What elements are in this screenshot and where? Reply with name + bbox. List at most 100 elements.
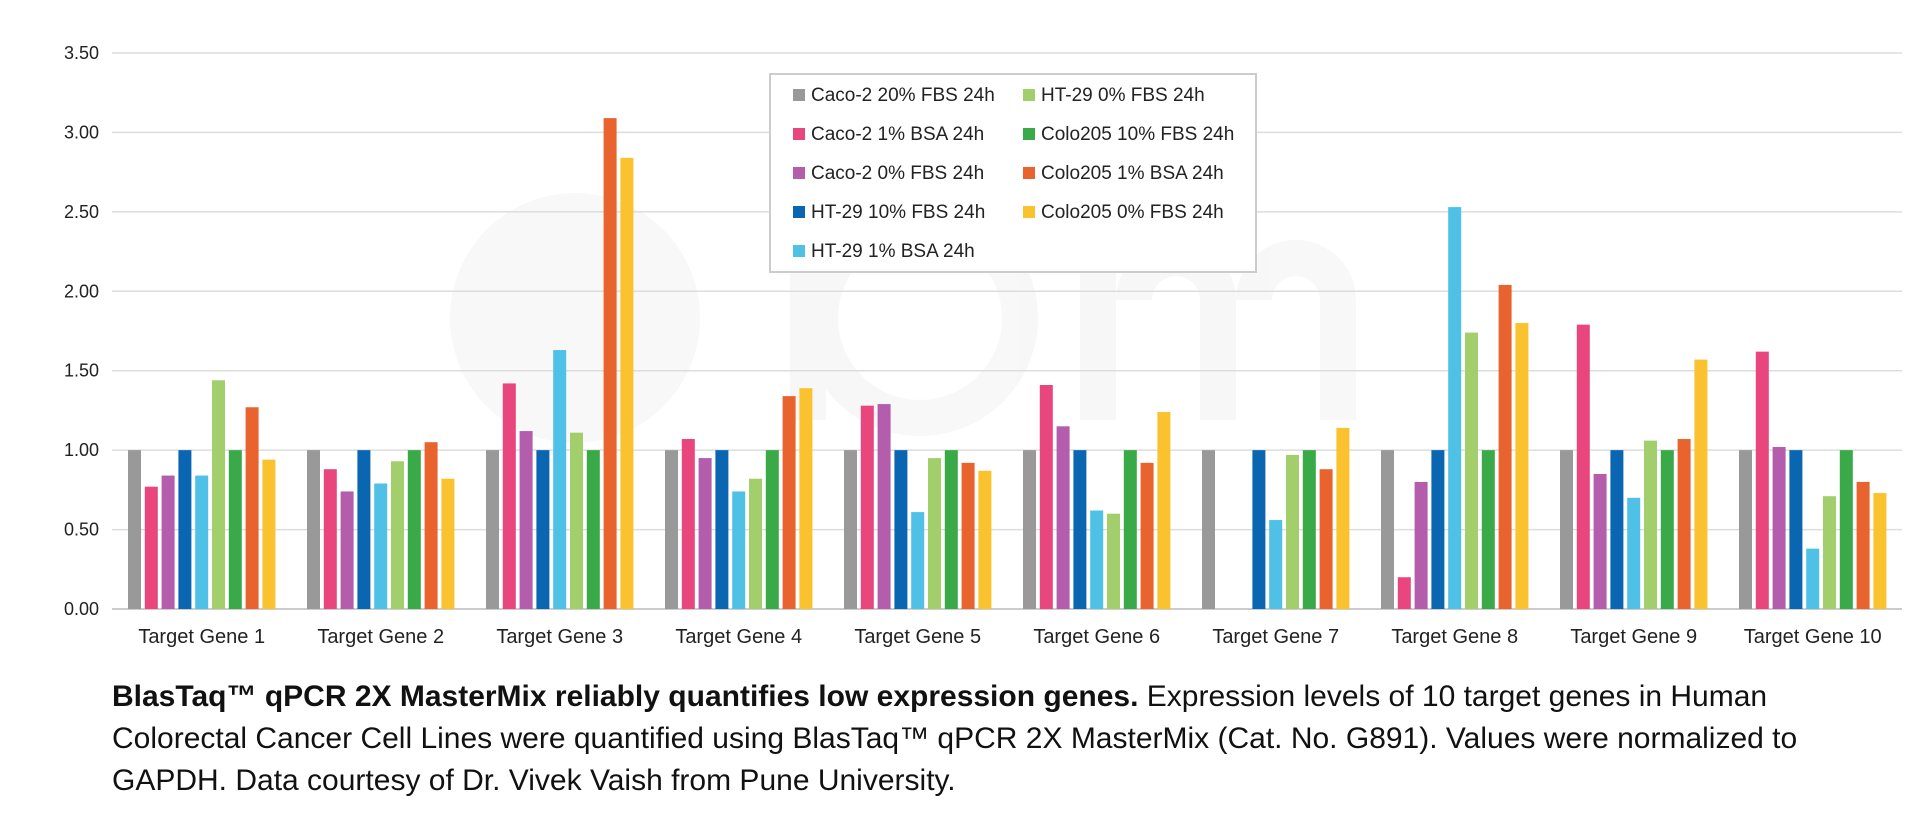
bar — [1498, 284, 1512, 609]
bar — [1202, 450, 1215, 609]
x-tick-label: Target Gene 8 — [1391, 626, 1518, 648]
bar — [307, 450, 320, 609]
bar — [1039, 385, 1053, 609]
legend-label: HT-29 0% FBS 24h — [1041, 85, 1205, 106]
legend-label: Colo205 10% FBS 24h — [1041, 124, 1234, 145]
bar — [536, 450, 550, 609]
bar — [144, 486, 158, 609]
bar — [1839, 450, 1853, 609]
bar — [765, 450, 779, 609]
bar — [340, 491, 354, 609]
bar — [1610, 450, 1624, 609]
bar — [245, 407, 259, 609]
caption-bold: BlasTaq™ qPCR 2X MasterMix reliably quan… — [112, 680, 1139, 713]
y-tick-label: 0.00 — [64, 599, 99, 619]
bar — [1073, 450, 1087, 609]
bar — [1252, 450, 1266, 609]
legend-swatch — [793, 128, 805, 140]
bar — [1302, 450, 1316, 609]
legend-items: Caco-2 20% FBS 24h Caco-2 1% BSA 24h Caco-… — [793, 85, 1234, 262]
bar — [586, 450, 600, 609]
legend-swatch — [1023, 206, 1035, 218]
bar — [978, 470, 992, 609]
bar — [1431, 450, 1445, 609]
bar — [391, 461, 404, 609]
bar — [570, 432, 583, 609]
bar — [441, 478, 455, 609]
bar — [195, 475, 209, 609]
bar — [782, 396, 796, 609]
bar — [1772, 446, 1786, 609]
legend-label: HT-29 10% FBS 24h — [811, 202, 985, 223]
bar — [799, 388, 813, 609]
bar — [681, 439, 695, 609]
legend-swatch — [793, 206, 805, 218]
bar — [1627, 497, 1641, 609]
bar — [128, 450, 141, 609]
legend-label: Caco-2 1% BSA 24h — [811, 124, 984, 145]
x-tick-label: Target Gene 9 — [1570, 626, 1697, 648]
bar — [1739, 450, 1752, 609]
legend-label: Caco-2 0% FBS 24h — [811, 163, 984, 184]
bar — [374, 483, 388, 609]
bar — [1269, 520, 1283, 609]
x-axis: Target Gene 1 Target Gene 2 Target Gene 3 T… — [138, 626, 1881, 648]
bar — [665, 450, 678, 609]
bar — [1336, 427, 1350, 609]
bar — [1414, 481, 1428, 609]
x-tick-label: Target Gene 3 — [496, 626, 623, 648]
y-tick-label: 1.00 — [64, 440, 99, 460]
bar — [161, 475, 175, 609]
bar — [620, 157, 634, 610]
chart-area: 0.00 0.50 1.00 1.50 2.00 2.50 3.00 3.50 Target … — [64, 43, 1902, 648]
bar — [1560, 450, 1573, 609]
bar — [1806, 548, 1820, 609]
y-tick-label: 2.50 — [64, 202, 99, 222]
x-tick-label: Target Gene 2 — [317, 626, 444, 648]
y-axis: 0.00 0.50 1.00 1.50 2.00 2.50 3.00 3.50 — [64, 43, 99, 619]
bar — [178, 450, 192, 609]
legend-swatch — [1023, 128, 1035, 140]
bar — [502, 383, 516, 609]
bar — [1644, 440, 1657, 609]
bar — [1856, 481, 1870, 609]
bar-chart: 0.00 0.50 1.00 1.50 2.00 2.50 3.00 3.50 Target … — [64, 43, 1902, 648]
bar — [1090, 510, 1104, 609]
bar — [486, 450, 499, 609]
bars — [128, 118, 1887, 610]
bar — [519, 431, 533, 609]
bar — [424, 442, 438, 609]
legend-swatch — [793, 167, 805, 179]
bar — [732, 491, 746, 609]
x-tick-label: Target Gene 7 — [1212, 626, 1339, 648]
bar — [1576, 324, 1590, 609]
legend: Caco-2 20% FBS 24h Caco-2 1% BSA 24h Caco-… — [769, 73, 1257, 273]
bar — [698, 458, 712, 609]
bar — [1056, 426, 1070, 609]
legend-box — [769, 73, 1257, 273]
bar — [1286, 454, 1299, 609]
legend-swatch — [793, 245, 805, 257]
x-tick-label: Target Gene 6 — [1033, 626, 1160, 648]
bar — [1319, 469, 1333, 609]
x-tick-label: Target Gene 1 — [138, 626, 265, 648]
x-tick-label: Target Gene 10 — [1744, 626, 1882, 648]
bar — [1677, 439, 1691, 609]
bar — [1465, 332, 1478, 609]
y-tick-label: 0.50 — [64, 520, 99, 540]
bar — [715, 450, 729, 609]
bar — [961, 462, 975, 609]
bar — [323, 469, 337, 609]
y-tick-label: 3.00 — [64, 122, 99, 142]
bar — [603, 118, 617, 609]
bar — [1107, 513, 1120, 609]
bar — [860, 405, 874, 609]
bar — [1694, 359, 1708, 609]
legend-swatch — [1023, 167, 1035, 179]
bar — [1023, 450, 1036, 609]
figure-caption: BlasTaq™ qPCR 2X MasterMix reliably quan… — [112, 676, 1892, 802]
legend-swatch — [793, 89, 805, 101]
bar — [1823, 496, 1836, 609]
bar — [894, 450, 908, 609]
bar — [944, 450, 958, 609]
